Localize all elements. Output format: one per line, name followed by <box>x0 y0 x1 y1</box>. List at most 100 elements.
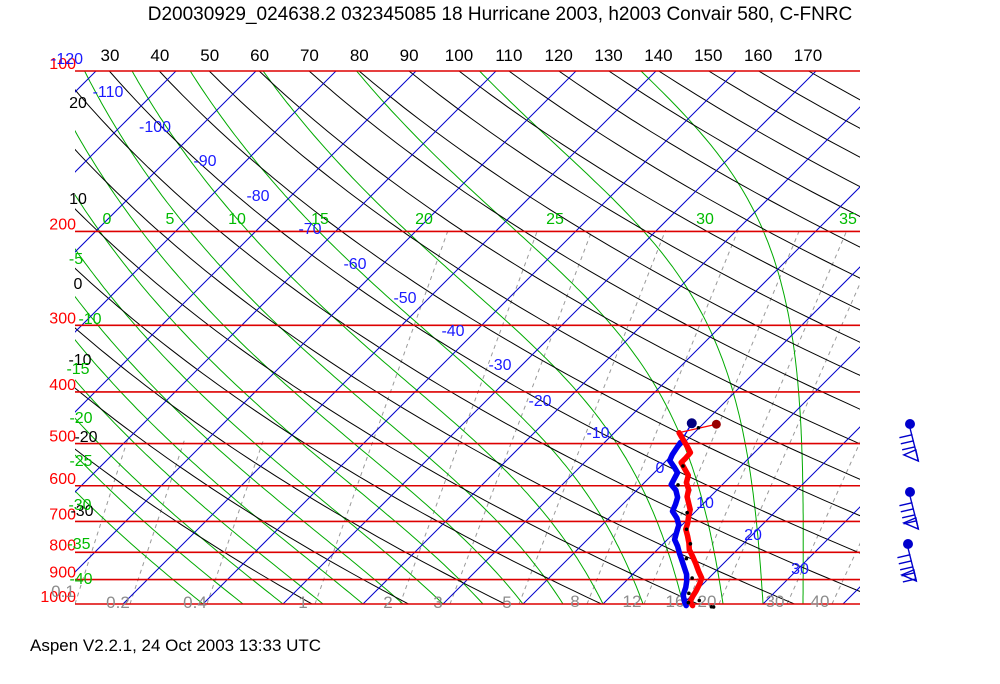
qc-dot <box>685 510 689 515</box>
dry-adiabat-top-labels-label: 130 <box>594 46 622 65</box>
wind-barb-dot <box>905 487 915 497</box>
mixing-ratio-labels-label: 2 <box>383 593 392 612</box>
status-line: Aspen V2.2.1, 24 Oct 2003 13:33 UTC <box>30 636 322 655</box>
isotherm-line <box>75 71 177 173</box>
pressure-axis-labels-label: 500 <box>49 429 76 446</box>
moist-adiabat-line <box>356 71 724 604</box>
moist-adiabat-line <box>75 379 324 604</box>
wind-barb-pennant <box>902 516 920 531</box>
isotherm-line <box>602 346 860 604</box>
dry-adiabat-left-labels-label: -20 <box>74 429 97 446</box>
isotherm-line <box>522 266 860 604</box>
isotherm-labels-label: -110 <box>93 84 124 101</box>
isotherm-labels-label: -70 <box>298 221 321 238</box>
dry-adiabat-top-labels-label: 30 <box>101 46 120 65</box>
dry-adiabat-top-labels-label: 80 <box>350 46 369 65</box>
dry-adiabat-top-labels-label: 100 <box>445 46 473 65</box>
dry-adiabat-top-labels-label: 170 <box>794 46 822 65</box>
moist-adiabat-left-labels: -5-10-15-20-25-30-35-40 <box>66 251 101 588</box>
mixing-ratio-labels-label: 0.4 <box>183 593 207 612</box>
mixing-ratio-line <box>518 229 667 604</box>
isotherm-line <box>362 106 860 604</box>
moist-adiabat-top-labels-label: 10 <box>228 211 246 228</box>
qc-dot <box>688 542 693 546</box>
isotherm-labels-label: -10 <box>586 425 609 442</box>
isotherm-line <box>75 71 417 413</box>
isotherm-lines <box>0 71 860 604</box>
pressure-axis-labels-label: 700 <box>49 506 76 523</box>
wind-barb <box>899 487 920 531</box>
mixing-ratio-line <box>399 229 539 604</box>
wind-barbs <box>897 419 920 583</box>
dry-adiabat-top-labels-label: 120 <box>545 46 573 65</box>
isotherm-line <box>75 71 577 573</box>
wind-barb-tick <box>897 554 911 559</box>
dry-adiabat-top-labels-label: 150 <box>694 46 722 65</box>
dry-adiabat-left-labels: 20 10 0 -10 -20 -30 <box>68 95 97 520</box>
pressure-axis-labels-label: 300 <box>49 310 76 327</box>
mixing-ratio-labels-label: 16 <box>666 592 685 611</box>
dry-adiabat-line <box>758 71 860 129</box>
dry-adiabat-line <box>608 71 860 218</box>
qc-dot <box>690 576 694 580</box>
isotherm-labels-label: 0 <box>656 460 665 477</box>
dry-adiabat-left-labels-label: 0 <box>74 276 83 293</box>
mixing-ratio-line <box>586 229 739 604</box>
moist-adiabat-left-labels-label: -20 <box>69 410 92 427</box>
dewpoint-top-dot <box>686 418 697 429</box>
pressure-axis-labels: 100 200 300 400 500 600 700 800 900 1000 <box>40 56 76 606</box>
moist-adiabat-left-labels-label: -30 <box>68 497 91 514</box>
mixing-ratio-labels: 0.10.2 0.4 1 2 3 5 8 12 16 20 30 40 <box>51 582 829 612</box>
dry-adiabat-line <box>658 71 860 188</box>
moist-adiabat-left-labels-label: -40 <box>69 571 92 588</box>
mixing-ratio-labels-label: 3 <box>433 593 442 612</box>
isobar-lines <box>75 70 860 605</box>
qc-dots <box>676 425 716 609</box>
moist-adiabat-line <box>640 71 804 604</box>
pressure-axis-labels-label: 600 <box>49 471 76 488</box>
dry-adiabat-line <box>408 71 860 343</box>
isotherm-labels-label: -90 <box>193 153 216 170</box>
isotherm-line <box>75 71 257 253</box>
dry-adiabat-left-labels-label: -30 <box>70 503 93 520</box>
dry-adiabat-top-labels-label: 110 <box>495 46 522 65</box>
mixing-ratio-line <box>643 229 801 604</box>
mixing-ratio-line <box>206 439 264 604</box>
qc-dot <box>684 556 689 561</box>
moist-adiabat-top-labels-label: 5 <box>166 211 175 228</box>
moist-adiabat-line <box>75 248 444 604</box>
mixing-ratio-line <box>129 439 185 604</box>
mixing-ratio-labels-label: 8 <box>570 592 579 611</box>
moist-adiabat-line <box>75 454 244 604</box>
wind-barb-tick <box>898 560 912 565</box>
dry-adiabat-line <box>808 71 860 101</box>
moist-adiabat-lines <box>75 71 804 604</box>
isotherm-line <box>0 71 16 604</box>
moist-adiabat-line <box>75 194 484 604</box>
wind-barb <box>897 539 918 583</box>
qc-dot <box>676 483 680 487</box>
dewpoint-trace <box>666 439 690 609</box>
isotherm-labels-label: -30 <box>488 357 511 374</box>
dry-adiabat-top-labels-label: 140 <box>644 46 672 65</box>
qc-dot <box>681 464 685 468</box>
dry-adiabat-line <box>75 327 507 604</box>
wind-barb-tick <box>899 566 914 571</box>
moist-adiabat-left-labels-label: -5 <box>69 251 83 268</box>
isotherm-line <box>75 71 337 333</box>
pressure-axis-labels-label: 100 <box>49 56 76 73</box>
moist-adiabat-line <box>75 490 204 604</box>
wind-barb-tick <box>900 508 914 513</box>
isotherm-labels-label: -120 <box>51 51 83 68</box>
wind-barb-dot <box>905 419 915 429</box>
mixing-ratio-labels-label: 1 <box>298 593 307 612</box>
wind-barb-tick <box>899 434 913 439</box>
temperature-trace <box>676 429 705 609</box>
sounding-traces <box>666 418 721 609</box>
moist-adiabat-left-labels-label: -10 <box>78 311 101 328</box>
pressure-axis-labels-label: 900 <box>49 565 76 582</box>
dry-adiabat-top-labels: 30 40 50 60 70 80 90 100 110 120 130 140 150 160 170 <box>101 46 823 65</box>
wind-barb <box>899 419 920 463</box>
